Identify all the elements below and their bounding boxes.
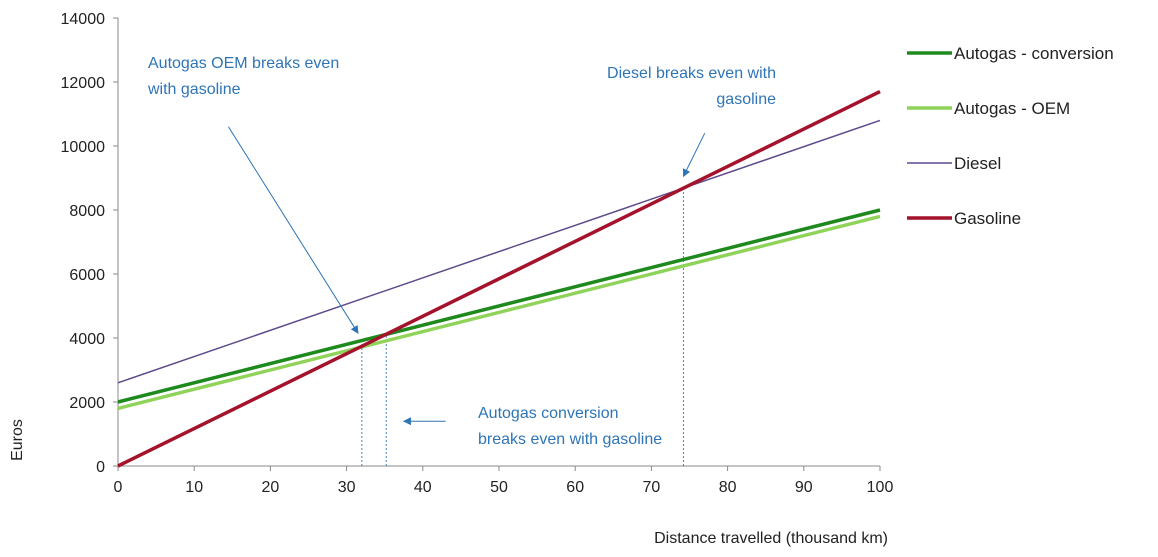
annotation-text-2: breaks even with gasoline — [478, 431, 662, 448]
y-tick-label: 8000 — [69, 203, 105, 220]
y-tick-label: 0 — [96, 459, 105, 476]
x-tick-label: 40 — [414, 479, 432, 496]
annotation-text-0: Autogas OEM breaks even — [148, 55, 339, 72]
x-tick-label: 50 — [490, 479, 508, 496]
x-tick-label: 10 — [185, 479, 203, 496]
series-line-0 — [117, 208, 881, 404]
x-tick-label: 60 — [566, 479, 584, 496]
y-tick-label: 12000 — [61, 75, 106, 92]
annotation-arrow-1 — [682, 132, 706, 178]
y-tick-label: 14000 — [61, 11, 106, 28]
series-line-1 — [117, 214, 881, 411]
axes: 0 10 20 30 40 50 60 70 80 90 100 0 2000 4000 6000 8000 1… — [61, 11, 894, 496]
x-tick-label: 70 — [643, 479, 661, 496]
y-tick-label: 6000 — [69, 267, 105, 284]
x-tick-label: 30 — [338, 479, 356, 496]
break-even-lines — [361, 187, 684, 466]
x-tick-label: 100 — [867, 479, 894, 496]
annotations: Autogas OEM breaks even with gasoline Dies… — [147, 55, 776, 448]
y-tick-label: 2000 — [69, 395, 105, 412]
legend: Autogas - conversion Autogas - OEM Diesel G… — [907, 44, 1114, 228]
x-tick-label: 80 — [719, 479, 737, 496]
legend-label-3: Gasoline — [954, 209, 1021, 228]
series-line-3 — [117, 90, 881, 468]
legend-label-1: Autogas - OEM — [954, 99, 1070, 118]
series-line-2 — [117, 119, 881, 384]
annotation-text-1: gasoline — [716, 91, 776, 108]
legend-label-2: Diesel — [954, 154, 1001, 173]
x-tick-label: 90 — [795, 479, 813, 496]
y-axis-title: Euros — [9, 419, 26, 461]
x-tick-label: 20 — [262, 479, 280, 496]
x-axis-title: Distance travelled (thousand km) — [654, 530, 888, 547]
annotation-text-0: with gasoline — [147, 81, 241, 98]
legend-label-0: Autogas - conversion — [954, 44, 1114, 63]
series-lines — [117, 90, 881, 468]
annotation-text-1: Diesel breaks even with — [607, 65, 776, 82]
annotation-text-2: Autogas conversion — [478, 405, 619, 422]
y-tick-label: 4000 — [69, 331, 105, 348]
annotation-arrow-0 — [228, 126, 359, 334]
x-tick-label: 0 — [114, 479, 123, 496]
y-tick-label: 10000 — [61, 139, 106, 156]
